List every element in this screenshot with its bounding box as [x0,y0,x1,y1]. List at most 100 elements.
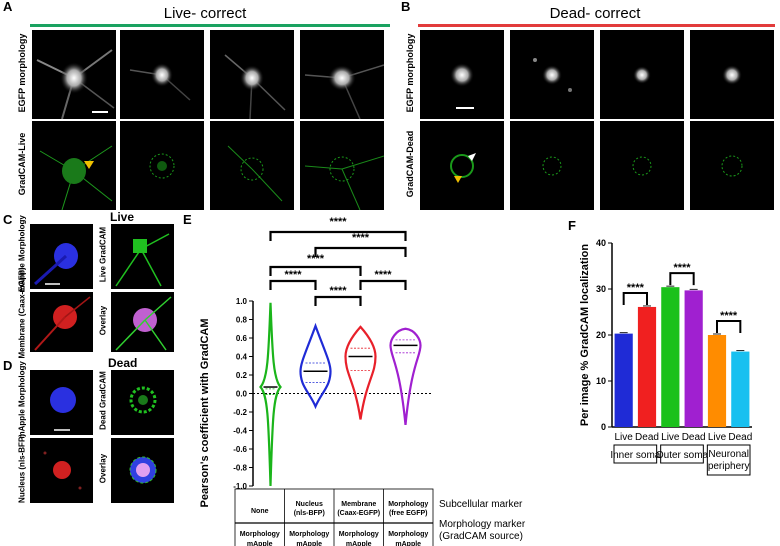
panel-f-group-box-3 [706,444,751,476]
panel-f-xlabel-6: Dead [728,432,752,443]
panel-a-egfp-tile-1 [32,30,116,119]
panel-a-row2-label: GradCAM-Live [17,132,27,196]
panel-f-bracket-2 [669,272,695,286]
panel-a-gradcam-tile-2 [120,121,204,210]
panel-d-label-4: Overlay [98,453,108,484]
panel-a-egfp-tile-2 [120,30,204,119]
panel-b-egfp-tile-1 [420,30,504,119]
panel-d-label-3: Nucleus (nls-BFP) [17,434,27,503]
panel-e-subcellular-2: Nucleus [296,501,323,508]
panel-c-membrane-tile [30,292,93,352]
panel-b-gradcam-tile-4 [690,121,774,210]
panel-c-label-box-2: Live GradCAM [95,224,111,289]
panel-e-bracket-5 [314,295,362,306]
panel-e-chart: Pearson's coefficient with GradCAM 1.0 0.… [199,216,526,546]
panel-e-violins [259,302,422,487]
panel-f-group-box-1 [613,444,658,464]
panel-f-ytick-label: 30 [596,284,606,294]
panel-b-row1-label-box: EGFP morphology [402,30,418,119]
panel-c-label-box-3: Membrane (Caax-EGFP) [14,267,30,358]
panel-e-ytick-label: -1.0 [233,482,247,491]
panel-a-row1-label: EGFP morphology [17,33,27,113]
panel-b-egfp-tile-4 [690,30,774,119]
panel-c-gradcam-tile [111,224,174,289]
panel-f-ytick-label: 40 [596,238,606,248]
panel-f-bracket-1 [622,291,648,305]
panel-e-subcellular-3: Membrane [341,501,376,508]
panel-e-ytick-label: 0.6 [236,334,248,343]
panel-a-gradcam-tile-4 [300,121,384,210]
panel-f-xlabels: Live Dead Live Dead Live Dead [614,432,752,443]
panel-d-header: Dead [108,356,138,370]
panel-e-table: None Nucleus (nls-BFP) Membrane (Caax-EGFP) M… [234,488,434,546]
panel-d-label-box-4: Overlay [95,438,111,503]
panel-d-nucleus-tile [30,438,93,503]
panel-d-label-box-2: Dead GradCAM [95,370,111,435]
panel-e-morphology-detail-2: mApple [296,541,322,546]
panel-b-egfp-tile-3 [600,30,684,119]
panel-e-morphology-detail-3: mApple [346,541,372,546]
panel-f-group-label-1: Inner soma [610,450,660,461]
panel-e-subcellular-detail-2: (nls-BFP) [294,510,325,517]
panel-b-header: Dead- correct [549,5,641,22]
panel-c-header: Live [110,210,135,224]
panel-b-gradcam-tile-2 [510,121,594,210]
violin-4 [389,327,422,426]
panel-f-brackets: **** **** **** [622,262,742,333]
panel-b-gradcam-tile-1 [420,121,504,210]
panel-e-significance-1: **** [329,216,347,228]
panel-f-bar-3 [661,287,680,427]
panel-f-bracket-3 [716,320,742,333]
panel-f-group-label-detail-3: periphery [708,461,750,472]
panel-a-row1-label-box: EGFP morphology [14,30,30,119]
panel-e-subcellular-1: None [251,508,269,515]
panel-f-group-box-2 [660,444,704,464]
panel-d-label-2: Dead GradCAM [98,371,108,430]
panel-e-morphology-detail-1: mApple [247,541,273,546]
panel-c-morphology-tile [30,224,93,289]
panel-f-bars [614,285,750,427]
violin-1 [259,302,282,487]
panel-e-significance-4: **** [284,269,302,281]
panel-e-significance-3: **** [307,253,325,265]
panel-c-label-3: Membrane (Caax-EGFP) [17,267,27,359]
panel-b-letter: B [401,0,411,14]
panel-f-xlabel-4: Dead [682,432,706,443]
panel-d-label-1: mApple Morphology [17,361,27,439]
panel-e-significance-5: **** [329,285,347,297]
panel-c-letter: C [3,212,13,227]
panel-f-bar-2 [637,306,657,427]
panel-a-header: Live- correct [163,5,247,22]
violin-3 [344,325,377,420]
panel-d-letter: D [3,358,13,373]
panel-a-letter: A [3,0,13,14]
panel-e-ytick-label: -0.8 [233,464,247,473]
panel-e-ytick-label: -0.2 [233,408,247,417]
panel-d-label-box-1: mApple Morphology [14,361,30,438]
panel-f-ylabel: Per image % GradCAM localization [580,244,591,426]
panel-f-group-label-2: Outer soma [656,450,709,461]
panel-f-xlabel-3: Live [661,432,680,443]
panel-b-egfp-tile-2 [510,30,594,119]
panel-f-chart: Per image % GradCAM localization 40 30 20 1… [580,238,752,476]
panel-e-ylabel: Pearson's coefficient with GradCAM [199,318,211,507]
panel-d-morphology-tile [30,370,93,435]
panel-a-gradcam-tile-1 [32,121,116,210]
panel-e-subcellular-4: Morphology [388,501,428,508]
panel-e-bracket-6 [359,279,407,290]
panel-e-ytick-label: -0.6 [233,445,247,454]
panel-b-header-line [418,24,775,27]
panel-f-significance-3: **** [720,310,738,322]
panel-e-bracket-1 [269,230,407,241]
panel-e-subcellular-detail-3: (Caax-EGFP) [337,510,380,517]
panel-f-significance-1: **** [627,282,645,294]
panel-e-subcellular-label: Subcellular marker [439,499,523,510]
panel-f-xlabel-1: Live [614,432,633,443]
panel-e-brackets: **** **** **** **** **** **** [269,216,407,306]
panel-e-morphology-label-1: Morphology marker [439,519,526,530]
panel-a-gradcam-tile-3 [210,121,294,210]
panel-f-ytick-label: 20 [596,330,606,340]
panel-e-ytick-label: -0.4 [233,427,247,436]
panel-e-ytick-label: 1.0 [236,297,248,306]
